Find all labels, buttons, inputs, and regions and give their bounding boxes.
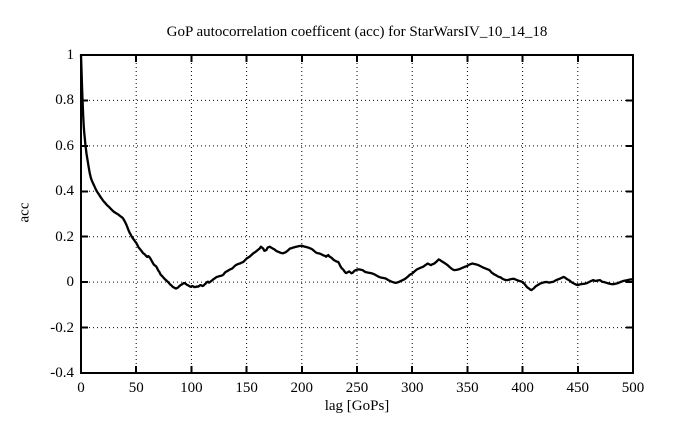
x-tick-label: 200 xyxy=(290,380,314,396)
y-tick-label: -0.4 xyxy=(50,365,74,381)
y-tick-label: 0.4 xyxy=(55,183,74,200)
acc-line xyxy=(79,53,635,292)
y-tick-label: 0.2 xyxy=(55,228,74,245)
x-tick-label: 450 xyxy=(566,380,590,396)
x-tick-label: 150 xyxy=(235,380,258,396)
x-tick-label: 400 xyxy=(511,380,534,396)
y-tick-label: 0.8 xyxy=(55,92,74,109)
chart-title: GoP autocorrelation coefficent (acc) for… xyxy=(166,24,548,40)
x-tick-label: 250 xyxy=(345,380,369,396)
x-tick-label: 300 xyxy=(400,380,424,396)
x-tick-label: 0 xyxy=(77,380,85,396)
x-tick-label: 350 xyxy=(456,380,479,396)
x-tick-label: 500 xyxy=(621,380,645,396)
y-tick-label: 0.6 xyxy=(55,137,74,154)
x-tick-label: 50 xyxy=(128,380,144,396)
x-axis-label: lag [GoPs] xyxy=(324,398,390,414)
y-tick-label: 0 xyxy=(66,274,75,291)
x-tick-label: 100 xyxy=(180,380,203,396)
plot-border xyxy=(80,54,634,374)
y-tick-label: -0.2 xyxy=(50,319,74,336)
y-tick-label: 1 xyxy=(66,47,75,63)
